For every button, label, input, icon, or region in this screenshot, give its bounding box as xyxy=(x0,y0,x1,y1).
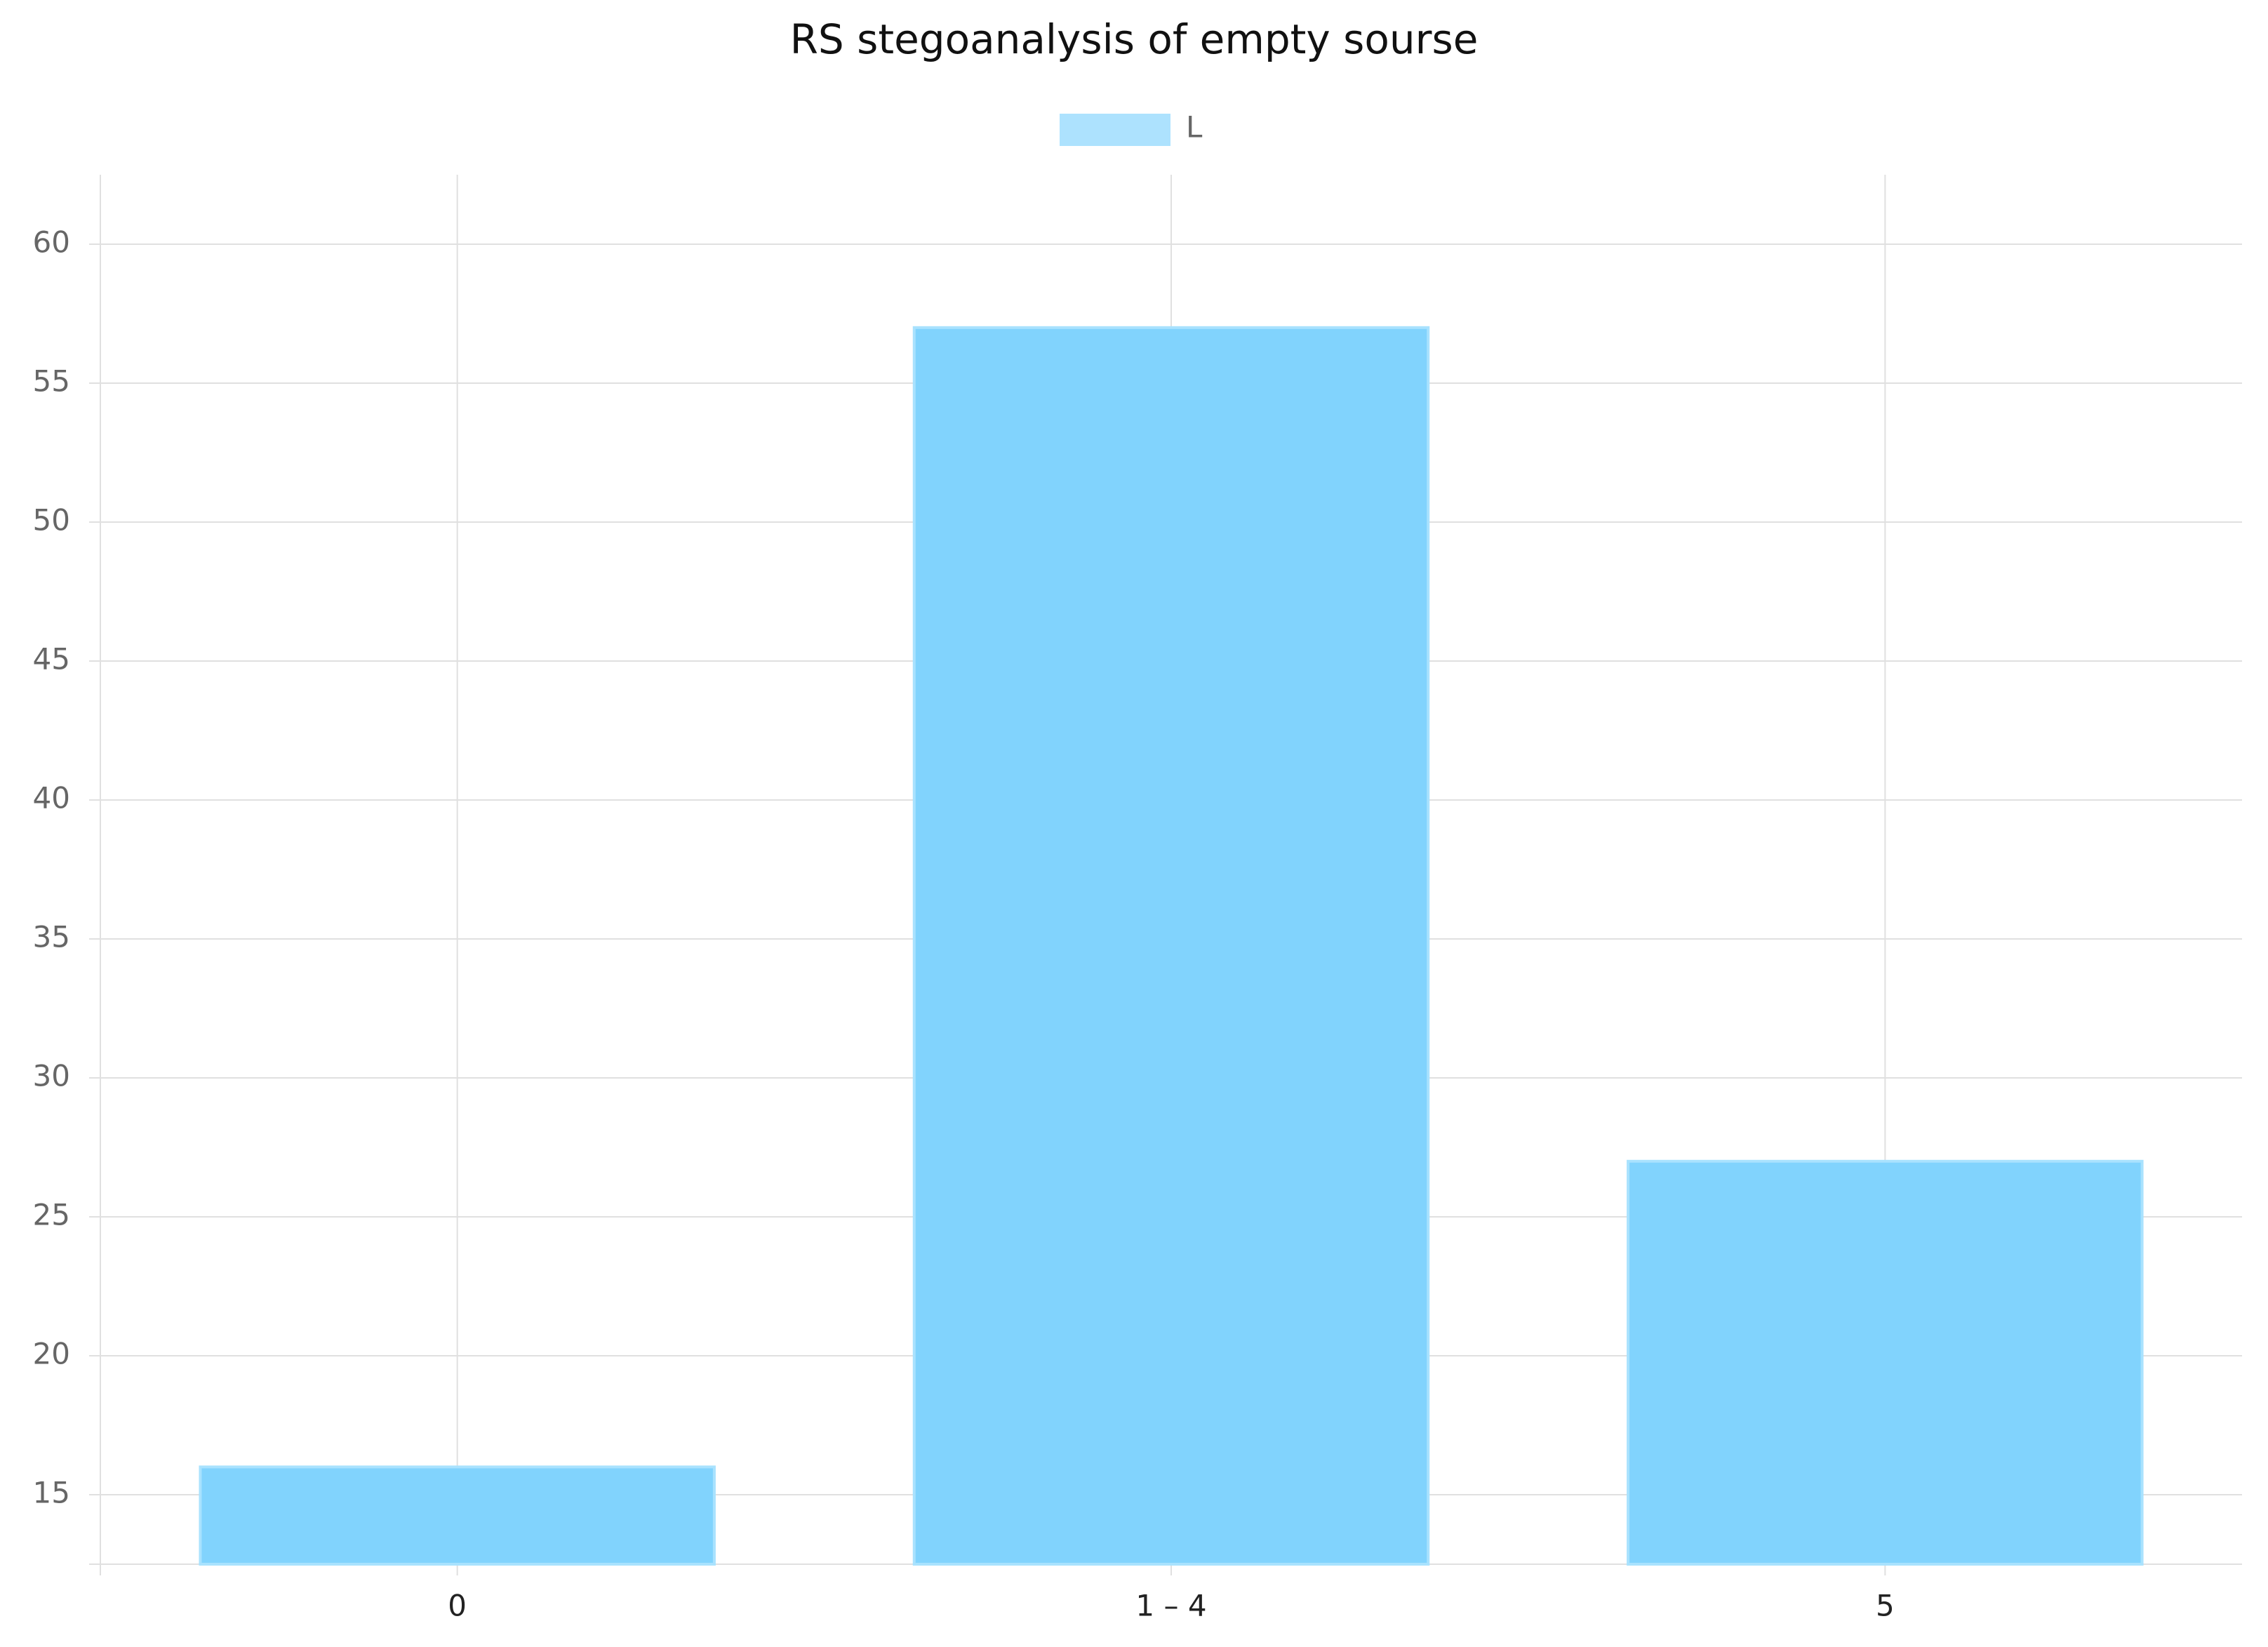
x-tick-label: 5 xyxy=(1876,1589,1895,1623)
legend-swatch xyxy=(1060,114,1170,146)
y-tick-label: 20 xyxy=(33,1337,70,1371)
x-tick-label: 1 – 4 xyxy=(1135,1589,1206,1623)
y-tick-label: 15 xyxy=(33,1476,70,1510)
legend-label: L xyxy=(1186,110,1203,145)
x-tick-label: 0 xyxy=(448,1589,467,1623)
bar xyxy=(199,1465,716,1566)
y-tick-label: 25 xyxy=(33,1198,70,1232)
bar xyxy=(1627,1159,2144,1566)
y-tick-label: 60 xyxy=(33,225,70,260)
y-tick-label: 50 xyxy=(33,503,70,538)
y-tick-label: 55 xyxy=(33,364,70,399)
y-tick-label: 35 xyxy=(33,920,70,954)
y-tick-label: 30 xyxy=(33,1059,70,1093)
y-tick-label: 45 xyxy=(33,642,70,676)
chart-title: RS stegoanalysis of empty sourse xyxy=(790,15,1479,63)
y-tick-label: 40 xyxy=(33,781,70,815)
bar xyxy=(912,326,1430,1566)
